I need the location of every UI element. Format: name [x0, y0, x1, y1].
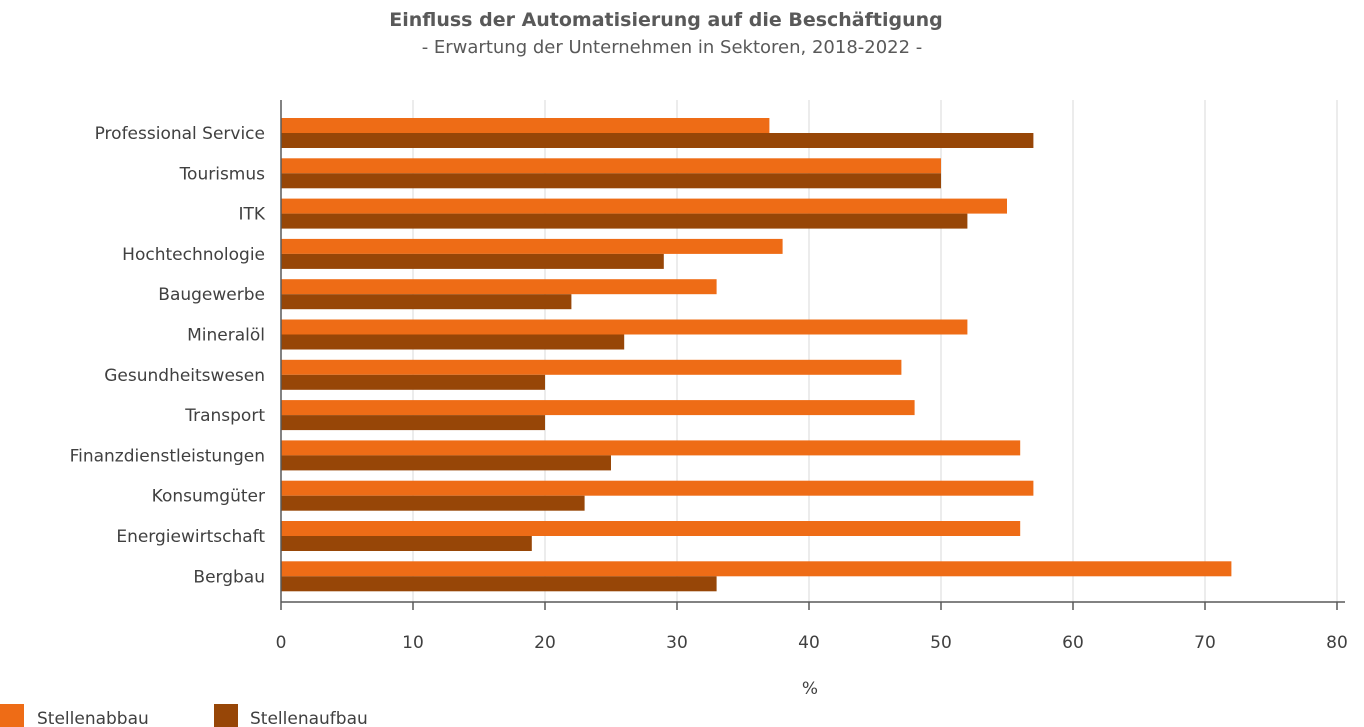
bar-stellenaufbau-3 [281, 253, 664, 269]
bar-stellenabbau-3 [281, 238, 783, 254]
bar-stellenabbau-7 [281, 400, 915, 416]
bar-stellenabbau-8 [281, 440, 1021, 456]
bar-stellenaufbau-9 [281, 495, 585, 511]
x-tick-label: 10 [402, 633, 424, 653]
bar-stellenabbau-11 [281, 561, 1232, 577]
x-axis-title: % [802, 679, 818, 699]
category-labels: Professional Service Tourismus ITK Hochtech… [70, 124, 266, 587]
bar-stellenaufbau-11 [281, 576, 717, 592]
legend-swatch-stellenabbau [0, 704, 24, 727]
category-label: Tourismus [179, 164, 266, 184]
category-label: Baugewerbe [158, 285, 265, 305]
legend-label-stellenabbau: Stellenabbau [37, 709, 149, 727]
legend-swatch-stellenaufbau [214, 704, 238, 727]
bar-stellenaufbau-0 [281, 133, 1034, 148]
legend-label-stellenaufbau: Stellenaufbau [250, 709, 368, 727]
bar-stellenaufbau-10 [281, 536, 532, 551]
bar-stellenaufbau-8 [281, 455, 611, 471]
bar-stellenabbau-1 [281, 158, 941, 174]
bar-stellenaufbau-2 [281, 213, 968, 229]
bar-stellenabbau-0 [281, 118, 770, 133]
category-label: ITK [238, 205, 265, 225]
legend: Stellenabbau Stellenaufbau [0, 704, 368, 727]
category-label: Gesundheitswesen [104, 366, 265, 386]
category-label: Finanzdienstleistungen [70, 446, 265, 466]
bar-stellenaufbau-5 [281, 334, 625, 350]
bar-stellenabbau-9 [281, 480, 1034, 496]
bar-stellenaufbau-6 [281, 374, 545, 390]
bar-stellenaufbau-4 [281, 294, 572, 310]
category-label: Professional Service [95, 124, 265, 144]
bar-stellenabbau-2 [281, 198, 1007, 214]
bar-stellenaufbau-1 [281, 173, 941, 189]
x-tick-label: 30 [666, 633, 688, 653]
x-tick-label: 40 [798, 633, 820, 653]
category-label: Transport [184, 406, 265, 426]
bar-stellenaufbau-7 [281, 415, 545, 431]
x-tick-label: 50 [930, 633, 952, 653]
chart-title: Einfluss der Automatisierung auf die Bes… [389, 9, 943, 31]
x-tick-label: 60 [1062, 633, 1084, 653]
chart-subtitle: - Erwartung der Unternehmen in Sektoren,… [422, 37, 923, 58]
x-tick-label: 80 [1326, 633, 1348, 653]
x-tick-label: 0 [276, 633, 287, 653]
category-label: Energiewirtschaft [116, 527, 265, 547]
bar-stellenabbau-5 [281, 319, 968, 335]
category-label: Mineralöl [187, 326, 265, 346]
category-label: Hochtechnologie [122, 245, 265, 265]
x-tick-label: 20 [534, 633, 556, 653]
bar-stellenabbau-4 [281, 279, 717, 295]
x-tick-label: 70 [1194, 633, 1216, 653]
category-label: Bergbau [193, 567, 265, 587]
x-axis: 0 10 20 30 40 50 60 70 80 [276, 100, 1348, 653]
category-label: Konsumgüter [152, 487, 265, 507]
bar-stellenabbau-6 [281, 359, 902, 375]
bar-stellenabbau-10 [281, 521, 1021, 536]
bars [281, 118, 1232, 592]
